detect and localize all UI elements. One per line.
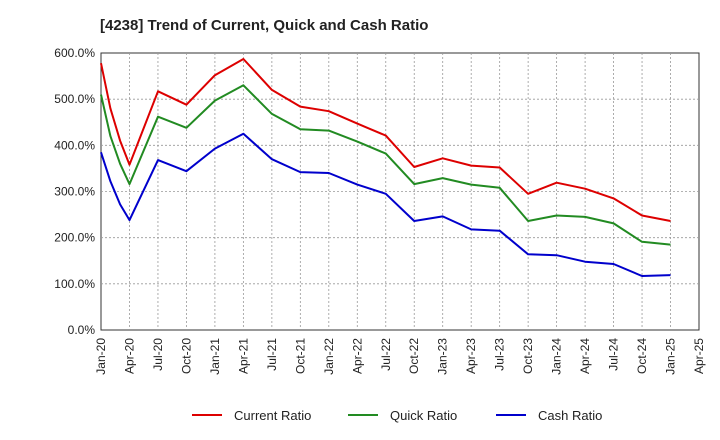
x-tick-label: Apr-21 (236, 338, 250, 374)
x-tick-label: Jan-24 (550, 338, 564, 375)
x-tick-label: Jul-21 (265, 338, 279, 371)
x-tick-label: Oct-21 (293, 338, 307, 374)
x-tick-label: Oct-20 (179, 338, 193, 374)
y-tick-label: 400.0% (54, 138, 95, 152)
x-tick-label: Oct-23 (521, 338, 535, 374)
x-tick-label: Oct-22 (407, 338, 421, 374)
quick-ratio-line (100, 84, 671, 246)
x-tick-label: Jul-22 (379, 338, 393, 371)
legend-label-quick-ratio: Quick Ratio (390, 408, 457, 423)
x-tick-label: Apr-20 (122, 338, 136, 374)
x-tick-label: Apr-23 (464, 338, 478, 374)
legend-label-cash-ratio: Cash Ratio (538, 408, 602, 423)
x-tick-label: Jan-23 (436, 338, 450, 375)
y-tick-label: 100.0% (54, 277, 95, 291)
legend: Current Ratio Quick Ratio Cash Ratio (192, 408, 602, 423)
legend-label-current-ratio: Current Ratio (234, 408, 311, 423)
x-tick-label: Apr-25 (692, 338, 706, 374)
y-tick-label: 0.0% (68, 323, 96, 337)
x-tick-label: Jan-22 (322, 338, 336, 375)
x-tick-label: Apr-22 (350, 338, 364, 374)
plot-frame (100, 52, 700, 331)
x-tick-label: Jan-21 (208, 338, 222, 375)
y-tick-label: 300.0% (54, 185, 95, 199)
y-tick-label: 600.0% (54, 46, 95, 60)
chart-title: [4238] Trend of Current, Quick and Cash … (100, 17, 428, 34)
x-tick-label: Jan-20 (94, 338, 108, 375)
x-tick-label: Jul-23 (493, 338, 507, 371)
cash-ratio-line (100, 132, 671, 277)
x-tick-label: Oct-24 (635, 338, 649, 374)
current-ratio-line (100, 58, 671, 222)
x-tick-label: Jul-24 (607, 338, 621, 371)
plot-area: 0.0% 100.0% 200.0% 300.0% 400.0% 500.0% 600.0%… (54, 46, 706, 375)
x-tick-label: Jan-25 (664, 338, 678, 375)
x-tick-label: Jul-20 (151, 338, 165, 371)
y-tick-label: 200.0% (54, 231, 95, 245)
y-tick-label: 500.0% (54, 92, 95, 106)
x-tick-label: Apr-24 (578, 338, 592, 374)
